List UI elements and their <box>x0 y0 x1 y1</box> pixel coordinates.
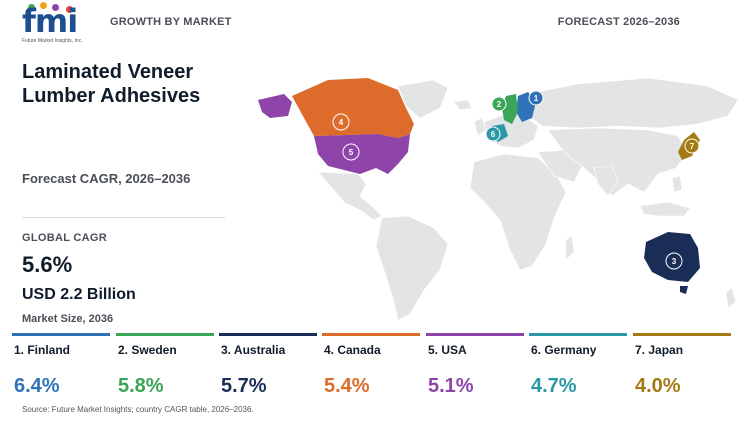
marker-germany: 6 <box>485 126 501 142</box>
country-color-bar <box>12 333 110 336</box>
country-cagr-value: 5.7% <box>221 375 267 397</box>
marker-usa-circle <box>342 143 360 161</box>
source-note: Source: Future Market Insights; country … <box>22 405 254 414</box>
marker-australia-label: 3 <box>672 257 677 266</box>
market-size-label: Market Size, 2036 <box>22 313 114 325</box>
country-usa <box>314 134 410 174</box>
marker-finland: 1 <box>528 90 544 106</box>
country-column: 2. Sweden 5.8% <box>116 333 214 403</box>
land-africa <box>469 153 567 271</box>
land-south-america <box>375 215 449 321</box>
land-philippines <box>671 175 683 193</box>
country-cagr-value: 5.8% <box>118 375 164 397</box>
country-column: 6. Germany 4.7% <box>529 333 627 403</box>
country-color-bar <box>633 333 731 336</box>
country-name: 1. Finland <box>14 343 71 357</box>
country-column: 5. USA 5.1% <box>426 333 524 403</box>
land-new-zealand <box>725 287 737 309</box>
marker-sweden-label: 2 <box>497 100 502 109</box>
marker-canada-label: 4 <box>339 118 344 127</box>
country-cagr-strip: 1. Finland 6.4% 2. Sweden 5.8% 3. Austra… <box>12 333 750 403</box>
country-name: 4. Canada <box>324 343 381 357</box>
world-map: 1 2 3 4 5 6 7 <box>258 77 739 321</box>
country-canada <box>292 78 414 138</box>
page-title: Laminated Veneer Lumber Adhesives <box>22 61 201 107</box>
marker-sweden-circle <box>491 96 507 112</box>
market-size-value: USD 2.2 Billion <box>22 286 136 303</box>
land-uk <box>473 117 487 137</box>
country-color-bar <box>219 333 317 336</box>
marker-usa: 5 <box>342 143 360 161</box>
marker-japan-label: 7 <box>690 142 695 151</box>
marker-sweden: 2 <box>491 96 507 112</box>
header-left-label: GROWTH BY MARKET <box>110 16 232 28</box>
country-australia <box>644 232 700 282</box>
marker-canada-circle <box>332 113 350 131</box>
land-central-america <box>317 171 383 221</box>
country-column: 1. Finland 6.4% <box>12 333 110 403</box>
fmi-logo <box>22 2 92 46</box>
logo-dot-icon <box>28 4 35 11</box>
marker-usa-label: 5 <box>349 148 354 157</box>
logo-wordmark: fmi <box>22 2 78 40</box>
country-color-bar <box>426 333 524 336</box>
country-column: 7. Japan 4.0% <box>633 333 731 403</box>
land-greenland <box>397 79 449 119</box>
marker-canada: 4 <box>332 113 350 131</box>
country-color-bar <box>322 333 420 336</box>
marker-japan-circle <box>684 138 700 154</box>
marker-germany-circle <box>485 126 501 142</box>
land-india <box>593 165 619 197</box>
land-indonesia <box>639 201 691 217</box>
logo-tagline: Future Market Insights, Inc. <box>22 38 83 44</box>
logo-dot-icon <box>40 2 47 9</box>
country-name: 3. Australia <box>221 343 286 357</box>
global-cagr-label: GLOBAL CAGR <box>22 232 107 244</box>
marker-germany-label: 6 <box>491 130 496 139</box>
country-name: 7. Japan <box>635 343 684 357</box>
country-color-bar <box>529 333 627 336</box>
divider <box>22 217 225 218</box>
marker-finland-label: 1 <box>534 94 539 103</box>
country-column: 3. Australia 5.7% <box>219 333 317 403</box>
country-usa-alaska <box>258 94 292 118</box>
logo-dot-icon <box>66 6 73 13</box>
land-madagascar <box>565 235 575 261</box>
map-markers: 1 2 3 4 5 6 7 <box>332 90 700 270</box>
country-cagr-value: 6.4% <box>14 375 60 397</box>
global-cagr-value: 5.6% <box>22 252 73 277</box>
map-land <box>317 77 739 321</box>
marker-japan: 7 <box>683 138 700 154</box>
land-iceland <box>453 99 473 111</box>
land-middle-east <box>537 149 583 183</box>
country-column: 4. Canada 5.4% <box>322 333 420 403</box>
marker-finland-circle <box>528 90 544 106</box>
marker-australia-circle <box>665 252 683 270</box>
logo-dot-icon <box>52 4 59 11</box>
land-north-asia <box>517 77 739 129</box>
country-australia-tasmania <box>680 286 688 294</box>
country-cagr-value: 5.1% <box>428 375 474 397</box>
forecast-subtitle: Forecast CAGR, 2026–2036 <box>22 171 191 186</box>
country-name: 5. USA <box>428 343 467 357</box>
header-right-label: FORECAST 2026–2036 <box>557 16 680 28</box>
country-cagr-value: 4.7% <box>531 375 577 397</box>
country-color-bar <box>116 333 214 336</box>
land-asia <box>547 127 689 197</box>
country-name: 6. Germany <box>531 343 597 357</box>
country-name: 2. Sweden <box>118 343 177 357</box>
country-cagr-value: 5.4% <box>324 375 370 397</box>
country-cagr-value: 4.0% <box>635 375 681 397</box>
marker-australia: 3 <box>665 252 683 270</box>
